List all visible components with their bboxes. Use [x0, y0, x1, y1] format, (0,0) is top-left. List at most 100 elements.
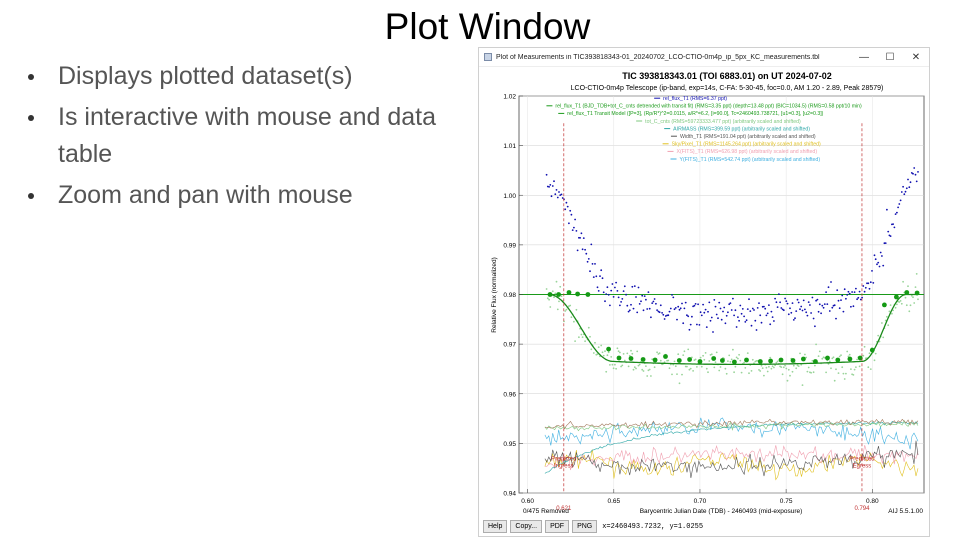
detrended-flux-point [570, 316, 573, 319]
x-tick-label: 0.60 [521, 498, 534, 505]
binned-flux-point[interactable] [697, 359, 703, 364]
removed-note: 0/475 Removed [523, 508, 569, 515]
close-button[interactable]: ✕ [911, 51, 921, 63]
raw-flux-point [628, 309, 631, 312]
detrended-flux-point [750, 370, 753, 372]
binned-flux-point[interactable] [835, 357, 841, 363]
binned-flux-point[interactable] [869, 347, 875, 353]
detrended-flux-point [806, 370, 809, 373]
detrended-flux-point [692, 370, 694, 372]
x-tick-label: 0.75 [780, 498, 793, 505]
raw-flux-point [610, 289, 613, 292]
raw-flux-point [668, 310, 671, 313]
binned-flux-point[interactable] [732, 359, 737, 365]
light-curve-plot[interactable]: TIC 393818343.01 (TOI 6883.01) on UT 202… [479, 67, 929, 517]
raw-flux-point [770, 310, 773, 313]
binned-flux-point[interactable] [585, 292, 591, 297]
raw-flux-point [720, 318, 723, 321]
detrended-flux-point [725, 372, 728, 375]
binned-flux-point[interactable] [652, 357, 658, 363]
binned-flux-point[interactable] [768, 358, 773, 364]
binned-flux-point[interactable] [616, 355, 622, 361]
detrended-flux-point [602, 354, 605, 357]
detrended-flux-point [730, 358, 733, 361]
raw-flux-point [887, 230, 890, 233]
raw-flux-point [800, 305, 803, 308]
binned-flux-point[interactable] [720, 358, 725, 363]
binned-flux-point[interactable] [825, 355, 830, 361]
window-titlebar[interactable]: Plot of Measurements in TIC393818343-01_… [479, 48, 929, 67]
raw-flux-point [782, 309, 785, 312]
raw-flux-point [673, 308, 676, 311]
binned-flux-point[interactable] [801, 356, 806, 362]
detrended-flux-point [710, 353, 713, 356]
detrended-flux-point [718, 369, 721, 372]
detrended-flux-point [637, 364, 640, 367]
binned-flux-point[interactable] [914, 290, 920, 296]
binned-flux-point[interactable] [687, 357, 692, 362]
detrended-flux-point [867, 366, 870, 369]
raw-flux-point [815, 299, 817, 302]
raw-flux-point [713, 299, 716, 301]
detrended-flux-point [707, 371, 709, 374]
binned-flux-point[interactable] [857, 355, 863, 361]
maximize-button[interactable]: ☐ [885, 51, 895, 63]
raw-flux-point [708, 301, 711, 304]
detrended-flux-point [635, 367, 637, 370]
binned-flux-point[interactable] [882, 302, 887, 308]
binned-flux-point[interactable] [757, 359, 763, 364]
detrended-flux-point [915, 273, 918, 275]
raw-flux-point [766, 312, 769, 315]
detrended-flux-point [596, 353, 599, 356]
raw-flux-point [917, 171, 919, 173]
binned-flux-point[interactable] [676, 358, 682, 363]
binned-flux-point[interactable] [904, 290, 910, 295]
minimize-button[interactable]: — [859, 51, 869, 63]
detrended-flux-point [633, 366, 636, 369]
detrended-flux-point [648, 368, 651, 371]
raw-flux-point [769, 323, 772, 326]
bullet-item: Zoom and pan with mouse [28, 177, 468, 214]
raw-flux-point [632, 307, 635, 310]
transit-model-line [549, 293, 918, 366]
binned-flux-point[interactable] [894, 294, 899, 300]
detrended-flux-point [705, 367, 708, 370]
binned-flux-point[interactable] [847, 356, 853, 362]
detrended-flux-point [889, 304, 892, 306]
raw-flux-point [564, 208, 567, 211]
binned-flux-point[interactable] [575, 291, 580, 297]
pdf-button[interactable]: PDF [545, 520, 570, 533]
detrended-flux-point [781, 373, 784, 376]
raw-flux-point [698, 324, 701, 326]
help-button[interactable]: Help [483, 520, 508, 533]
detrended-flux-point [817, 355, 820, 357]
binned-flux-point[interactable] [663, 354, 668, 359]
raw-flux-point [903, 193, 906, 196]
detrended-flux-point [748, 372, 750, 375]
binned-flux-point[interactable] [556, 292, 561, 297]
binned-flux-point[interactable] [711, 356, 717, 361]
detrended-flux-point [553, 296, 555, 299]
raw-flux-point [642, 309, 645, 312]
detrended-flux-point [804, 353, 806, 356]
binned-flux-point[interactable] [778, 357, 784, 363]
bullet-text: Is interactive with mouse and data table [58, 103, 436, 168]
detrended-flux-point [703, 358, 706, 361]
raw-flux-point [853, 291, 856, 293]
binned-flux-point[interactable] [813, 359, 818, 364]
binned-flux-point[interactable] [640, 357, 646, 362]
binned-flux-point[interactable] [606, 346, 611, 352]
binned-flux-point[interactable] [790, 358, 796, 363]
raw-flux-point [714, 305, 717, 308]
raw-flux-point [811, 296, 814, 299]
raw-flux-point [812, 317, 815, 320]
binned-flux-point[interactable] [547, 292, 553, 297]
legend-entry: tot_C_cnts (RMS=59723333.477 ppt) (arbit… [645, 119, 801, 125]
binned-flux-point[interactable] [566, 290, 572, 295]
raw-flux-point [612, 296, 615, 298]
binned-flux-point[interactable] [744, 357, 749, 363]
binned-flux-point[interactable] [628, 356, 634, 361]
copy-button[interactable]: Copy... [510, 520, 543, 533]
detrended-flux-point [636, 350, 639, 353]
png-button[interactable]: PNG [572, 520, 598, 533]
